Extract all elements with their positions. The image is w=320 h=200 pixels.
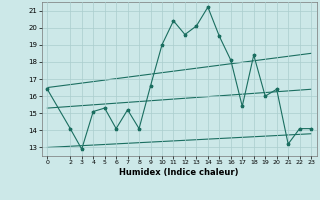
X-axis label: Humidex (Indice chaleur): Humidex (Indice chaleur) xyxy=(119,168,239,177)
